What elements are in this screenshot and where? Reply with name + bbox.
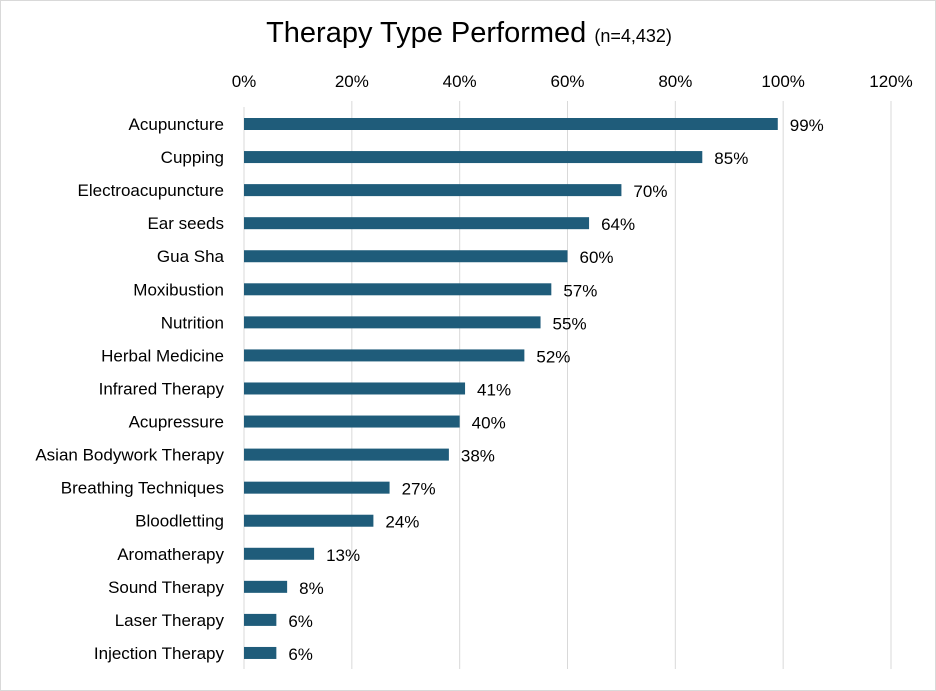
category-label: Acupuncture [129, 115, 224, 134]
category-label: Acupressure [129, 413, 224, 432]
bar [244, 151, 703, 164]
category-label: Asian Bodywork Therapy [35, 446, 224, 465]
bar [244, 613, 277, 626]
category-label: Nutrition [161, 313, 224, 332]
data-label: 60% [580, 248, 614, 267]
chart-title: Therapy Type Performed [266, 17, 587, 49]
x-tick-label: 60% [550, 72, 584, 91]
category-label: Sound Therapy [108, 578, 224, 597]
category-label: Aromatherapy [117, 545, 224, 564]
chart-subtitle: (n=4,432) [594, 26, 672, 46]
bar [244, 481, 390, 494]
data-label: 13% [326, 546, 360, 565]
category-label: Bloodletting [135, 512, 224, 531]
data-label: 24% [385, 513, 419, 532]
bar [244, 217, 590, 230]
bar [244, 316, 541, 329]
category-label: Laser Therapy [115, 611, 225, 630]
x-tick-label: 0% [232, 72, 257, 91]
x-tick-label: 40% [443, 72, 477, 91]
category-label: Injection Therapy [94, 644, 225, 663]
bar [244, 118, 778, 130]
data-label: 40% [472, 414, 506, 433]
bar [244, 547, 315, 560]
bar [244, 184, 622, 197]
data-label: 6% [288, 645, 313, 664]
data-label: 41% [477, 380, 511, 399]
data-label: 70% [633, 182, 667, 201]
data-label: 38% [461, 447, 495, 466]
data-label: 6% [288, 612, 313, 631]
x-tick-label: 100% [761, 72, 804, 91]
category-label: Breathing Techniques [61, 479, 224, 498]
category-label: Electroacupuncture [78, 181, 224, 200]
bar [244, 349, 525, 362]
bar [244, 448, 449, 461]
category-label: Gua Sha [157, 247, 225, 266]
data-label: 8% [299, 579, 324, 598]
bar [244, 283, 552, 296]
data-label: 55% [553, 314, 587, 333]
category-label: Ear seeds [147, 214, 224, 233]
x-tick-label: 20% [335, 72, 369, 91]
data-label: 99% [790, 116, 824, 135]
bar [244, 646, 277, 659]
bar [244, 250, 568, 263]
chart-title-row: Therapy Type Performed (n=4,432) [1, 17, 936, 50]
category-label: Herbal Medicine [101, 346, 224, 365]
category-label: Moxibustion [133, 280, 224, 299]
x-tick-label: 80% [658, 72, 692, 91]
bar [244, 514, 374, 527]
data-label: 27% [402, 480, 436, 499]
data-label: 52% [536, 347, 570, 366]
bar [244, 382, 466, 395]
data-label: 57% [563, 281, 597, 300]
category-label: Cupping [161, 148, 224, 167]
bar [244, 580, 288, 593]
data-label: 64% [601, 215, 635, 234]
category-label: Infrared Therapy [99, 379, 225, 398]
x-tick-label: 120% [869, 72, 912, 91]
bar [244, 415, 460, 428]
data-label: 85% [714, 149, 748, 168]
